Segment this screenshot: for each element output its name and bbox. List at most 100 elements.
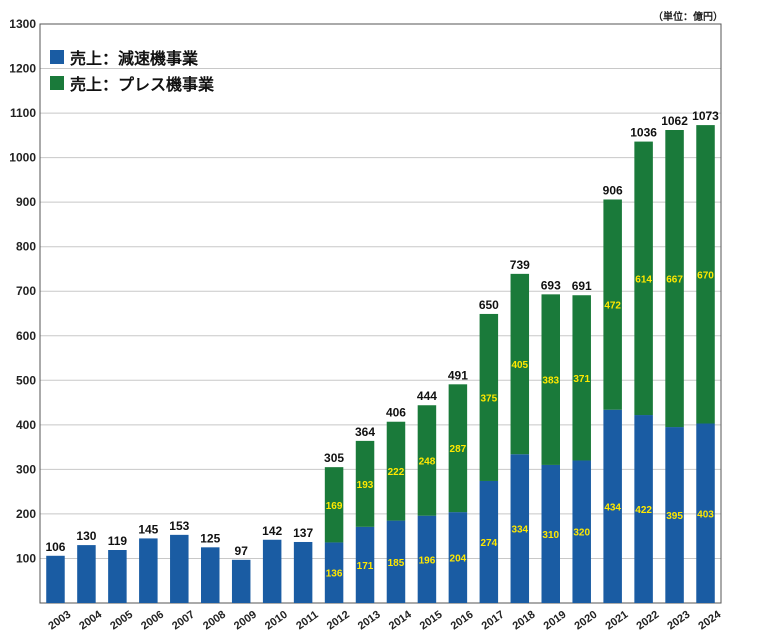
bar-reduction-2007 (170, 534, 189, 603)
x-tick-label-2022: 2022 (634, 609, 661, 633)
data-label-press-2021: 472 (604, 301, 621, 312)
data-label-press-2015: 248 (419, 456, 436, 467)
bar-press-2018 (510, 273, 530, 455)
total-label-2014: 406 (386, 406, 406, 420)
total-label-2009: 97 (235, 544, 249, 558)
legend-item-press: 売上：プレス機事業 (50, 70, 214, 96)
bar-reduction-2004 (77, 545, 96, 603)
x-tick-label-2005: 2005 (108, 609, 135, 633)
x-tick-label-2017: 2017 (480, 609, 507, 633)
data-label-press-2012: 169 (326, 501, 343, 512)
bar-press-2016 (448, 384, 468, 513)
bar-reduction-2008 (201, 547, 220, 603)
total-label-2024: 1073 (692, 109, 719, 123)
x-tick-label-2007: 2007 (170, 609, 197, 633)
total-label-2019: 693 (541, 278, 561, 292)
legend-label-press: 売上：プレス機事業 (70, 77, 215, 94)
data-label-reduction-2023: 395 (666, 511, 683, 522)
data-label-reduction-2024: 403 (697, 509, 714, 520)
total-label-2017: 650 (479, 298, 499, 312)
bar-reduction-2024 (696, 423, 715, 603)
data-label-press-2017: 375 (480, 393, 497, 404)
x-tick-label-2013: 2013 (356, 609, 383, 633)
x-tick-label-2015: 2015 (418, 609, 445, 633)
total-label-2008: 125 (200, 531, 220, 545)
x-tick-label-2009: 2009 (232, 609, 259, 633)
bar-press-2022 (634, 141, 653, 416)
x-tick-label-2012: 2012 (325, 609, 352, 633)
bar-reduction-2018 (510, 454, 530, 603)
total-label-2005: 119 (108, 534, 128, 548)
data-label-reduction-2021: 434 (604, 502, 621, 513)
bar-reduction-2023 (665, 427, 684, 603)
y-tick-label-800: 800 (16, 240, 36, 254)
bar-reduction-2003 (46, 555, 65, 603)
x-tick-label-2008: 2008 (201, 609, 228, 633)
total-label-2010: 142 (262, 524, 282, 538)
data-label-reduction-2022: 422 (635, 505, 652, 516)
legend-swatch-press (50, 76, 64, 90)
bar-reduction-2011 (293, 541, 313, 603)
y-tick-label-900: 900 (16, 195, 36, 209)
bar-press-2012 (324, 467, 344, 543)
total-label-2015: 444 (417, 389, 437, 403)
data-label-press-2019: 383 (542, 376, 559, 387)
total-label-2012: 305 (324, 451, 344, 465)
bar-reduction-2009 (231, 559, 251, 603)
y-tick-label-1000: 1000 (9, 151, 36, 165)
bar-press-2013 (355, 440, 375, 527)
total-label-2003: 106 (45, 540, 65, 554)
x-tick-label-2014: 2014 (387, 608, 415, 632)
y-tick-label-1100: 1100 (10, 106, 36, 120)
x-tick-label-2006: 2006 (139, 609, 166, 633)
bar-reduction-2017 (479, 480, 499, 603)
total-label-2018: 739 (510, 258, 530, 272)
legend-label-reduction: 売上：減速機事業 (70, 51, 199, 68)
bar-reduction-2013 (355, 526, 375, 603)
bar-press-2019 (541, 294, 560, 465)
total-label-2013: 364 (355, 425, 375, 439)
total-label-2004: 130 (76, 529, 96, 543)
data-label-press-2022: 614 (635, 274, 652, 285)
data-label-press-2018: 405 (511, 360, 528, 371)
data-label-reduction-2012: 136 (326, 569, 343, 580)
bar-reduction-2022 (634, 415, 653, 603)
bar-press-2023 (665, 130, 684, 428)
x-tick-label-2021: 2021 (603, 609, 630, 633)
data-label-reduction-2015: 196 (419, 555, 436, 566)
data-label-press-2020: 371 (573, 374, 590, 385)
data-label-reduction-2017: 274 (480, 538, 497, 549)
bar-press-2024 (696, 125, 715, 424)
bar-press-2020 (572, 295, 591, 461)
data-label-reduction-2018: 334 (511, 525, 528, 536)
y-tick-label-500: 500 (16, 373, 36, 387)
y-tick-label-400: 400 (16, 418, 36, 432)
y-tick-label-300: 300 (16, 462, 36, 476)
bar-press-2015 (417, 405, 437, 516)
total-label-2022: 1036 (630, 126, 657, 140)
legend-swatch-reduction (50, 50, 64, 64)
total-label-2020: 691 (572, 279, 592, 293)
x-tick-label-2018: 2018 (511, 609, 538, 633)
y-tick-label-200: 200 (16, 507, 36, 521)
x-tick-label-2011: 2011 (294, 609, 320, 633)
bar-reduction-2014 (386, 520, 406, 603)
data-label-reduction-2020: 320 (573, 528, 590, 539)
x-tick-label-2023: 2023 (665, 609, 692, 633)
total-label-2006: 145 (138, 522, 158, 536)
y-tick-label-600: 600 (16, 329, 36, 343)
bar-reduction-2012 (324, 542, 344, 603)
x-tick-label-2004: 2004 (77, 608, 105, 632)
data-label-press-2024: 670 (697, 270, 714, 281)
data-label-press-2023: 667 (666, 275, 683, 286)
total-label-2016: 491 (448, 368, 468, 382)
x-tick-label-2019: 2019 (542, 609, 569, 633)
y-tick-label-1300: 1300 (9, 17, 36, 31)
x-tick-label-2024: 2024 (696, 608, 724, 632)
data-label-reduction-2014: 185 (388, 558, 405, 569)
data-label-reduction-2016: 204 (450, 554, 467, 565)
bar-reduction-2019 (541, 464, 560, 603)
total-label-2011: 137 (293, 526, 313, 540)
legend-item-reduction: 売上：減速機事業 (50, 44, 214, 70)
